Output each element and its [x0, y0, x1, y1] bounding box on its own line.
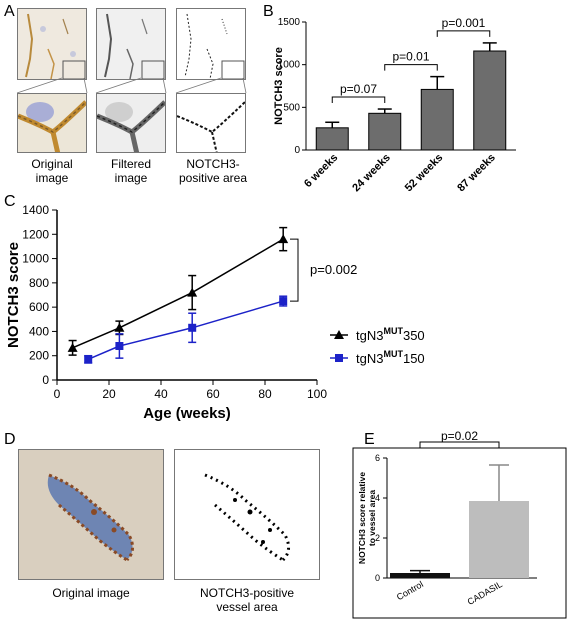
x-tick-label-c: 60	[206, 387, 220, 401]
y-tick-label-b: 0	[294, 145, 300, 156]
y-tick-label-c: 1200	[22, 227, 49, 241]
data-point-c	[278, 234, 289, 244]
panel-letter-d: D	[4, 431, 16, 448]
bar-b	[368, 112, 402, 151]
caption-original-image: Original image	[31, 157, 73, 185]
panel-letter-c: C	[4, 193, 16, 210]
y-tick-label-c: 0	[42, 373, 49, 387]
bar-e	[469, 501, 529, 578]
category-label-b: 24 weeks	[350, 152, 393, 195]
y-tick-label-c: 400	[29, 324, 49, 338]
y-axis-label-e-line1: NOTCH3 score relative	[357, 472, 367, 564]
panel-letter-a: A	[4, 3, 15, 20]
original-image-zoom	[17, 93, 87, 153]
legend-label-c: tgN3MUT150	[356, 349, 425, 366]
panel-e-frame	[352, 447, 567, 619]
category-label-b: 87 weeks	[455, 152, 498, 195]
caption-positive-area: NOTCH3- positive area	[178, 157, 248, 185]
y-axis-label-b: NOTCH3 score	[273, 47, 285, 125]
filtered-image-zoom	[96, 93, 166, 153]
caption-vessel-original: Original image	[52, 586, 130, 600]
y-axis-label-c: NOTCH3 score	[5, 242, 22, 348]
y-tick-label-b: 1500	[278, 17, 301, 28]
series-line-c	[72, 238, 284, 349]
legend-label-c: tgN3MUT350	[356, 326, 425, 343]
caption-vessel-positive: NOTCH3-positive vessel area	[199, 586, 295, 614]
category-label-b: 6 weeks	[302, 152, 340, 190]
p-value-label-c: p=0.002	[310, 262, 357, 277]
significance-bracket-c	[290, 238, 299, 302]
significance-bracket-b	[436, 30, 491, 37]
y-tick-label-e: 4	[375, 493, 380, 503]
data-point-c	[115, 342, 124, 350]
category-label-b: 52 weeks	[403, 152, 446, 195]
category-label-e: Control	[395, 579, 425, 602]
x-tick-label-c: 80	[258, 387, 272, 401]
panel-letter-e: E	[364, 431, 375, 448]
category-label-e: CADASIL	[466, 579, 504, 607]
positive-area-zoom	[176, 93, 246, 153]
vessel-original-image	[18, 449, 164, 580]
legend-marker-c	[334, 330, 344, 339]
y-axis-label-e-line2: to vessel area	[367, 490, 377, 547]
y-tick-label-b: 500	[283, 102, 300, 113]
chart-e: 0 2 4 6 Control CADASIL NOTCH3 score relative t…	[352, 430, 567, 619]
x-tick-label-c: 0	[54, 387, 61, 401]
y-tick-label-c: 800	[29, 276, 49, 290]
x-tick-label-c: 40	[154, 387, 168, 401]
caption-filtered-image: Filtered image	[110, 157, 151, 185]
bar-e	[390, 573, 450, 578]
p-value-label-b: p=0.01	[392, 50, 429, 64]
series-line-c	[87, 300, 284, 361]
y-tick-label-c: 200	[29, 349, 49, 363]
data-point-c	[67, 342, 78, 352]
data-point-c	[114, 322, 125, 332]
p-value-label-e: p=0.02	[441, 430, 478, 443]
bar-b	[420, 88, 454, 151]
zoom-connector-lines	[16, 77, 247, 94]
significance-bracket-b	[384, 64, 438, 71]
y-tick-label-c: 1000	[22, 252, 49, 266]
chart-c: 0 200 400 600 800 1000 1200 1400 0 20 40 60 80 100 Age…	[5, 203, 425, 422]
p-value-label-b: p=0.07	[340, 82, 377, 96]
x-tick-label-c: 100	[307, 387, 327, 401]
significance-bracket-e	[419, 441, 500, 448]
data-point-c	[188, 323, 197, 332]
y-tick-label-c: 1400	[22, 203, 49, 217]
filtered-image-thumbnail	[96, 8, 166, 80]
y-tick-label-e: 6	[375, 453, 380, 463]
original-image-thumbnail	[17, 8, 87, 80]
y-tick-label-c: 600	[29, 300, 49, 314]
bar-b	[315, 127, 349, 151]
x-axis-label-c: Age (weeks)	[143, 405, 231, 422]
bar-b	[473, 50, 507, 151]
y-tick-label-e: 0	[375, 573, 380, 583]
y-tick-label-e: 2	[375, 533, 380, 543]
chart-b: 0 500 1000 1500 6 weeks 24 weeks 52 weeks 87 we…	[273, 16, 516, 195]
data-point-c	[84, 355, 93, 364]
data-point-c	[187, 287, 198, 297]
x-tick-label-c: 20	[102, 387, 116, 401]
panel-letter-b: B	[263, 3, 274, 20]
vessel-positive-area-image	[174, 449, 320, 580]
positive-area-thumbnail	[176, 8, 246, 80]
data-point-c	[279, 297, 288, 306]
y-tick-label-b: 1000	[278, 60, 301, 71]
p-value-label-b: p=0.001	[442, 16, 486, 30]
significance-bracket-b	[331, 96, 386, 104]
legend-marker-c	[335, 354, 343, 362]
